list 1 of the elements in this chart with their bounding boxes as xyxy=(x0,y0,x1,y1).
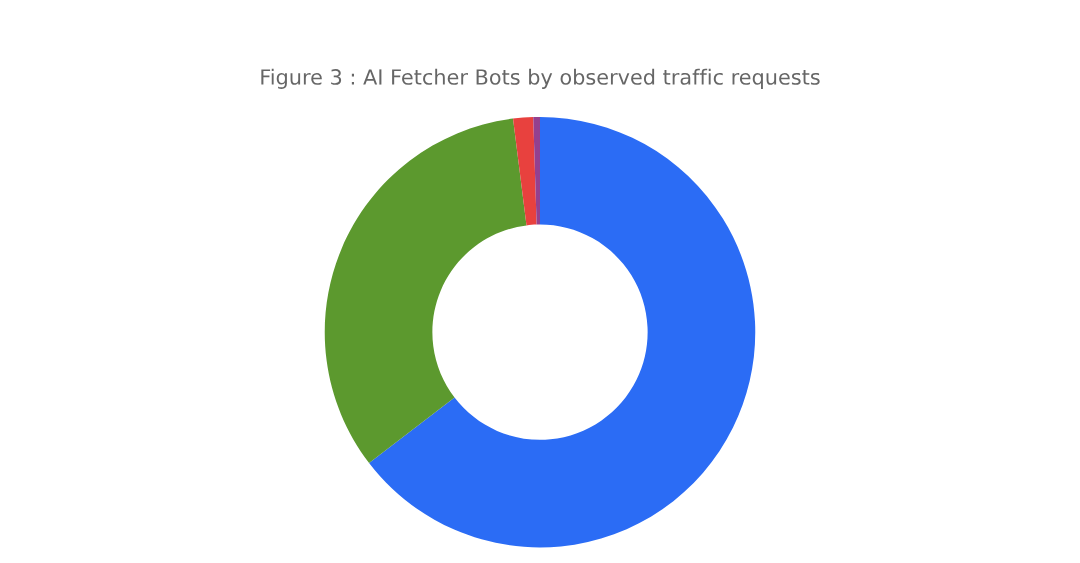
chart-title: Figure 3 : AI Fetcher Bots by observed traffic requests xyxy=(261,68,820,89)
